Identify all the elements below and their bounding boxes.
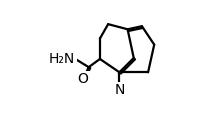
Text: H₂N: H₂N <box>49 52 75 66</box>
Text: N: N <box>114 83 125 97</box>
Text: O: O <box>78 72 88 86</box>
